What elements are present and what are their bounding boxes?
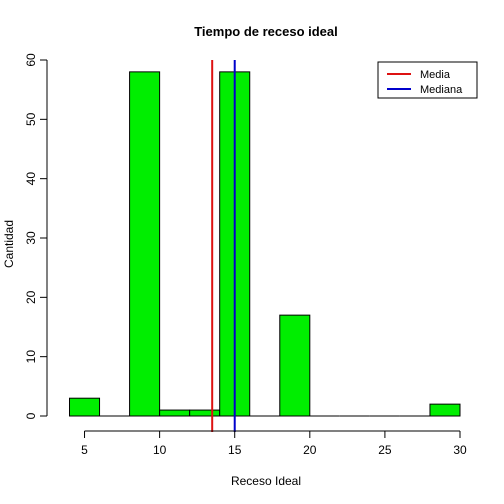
legend-label-media: Media <box>420 69 451 81</box>
x-tick-label: 5 <box>81 443 88 457</box>
y-tick-label: 10 <box>24 350 38 364</box>
legend: Media Mediana <box>377 61 478 99</box>
y-tick-label: 0 <box>24 412 38 419</box>
histogram-bar-2 <box>129 71 161 417</box>
histogram-bar-3 <box>159 409 191 417</box>
y-axis-label: Cantidad <box>2 220 16 268</box>
x-axis-label: Receso Ideal <box>231 474 301 488</box>
histogram-bar-0 <box>69 397 101 417</box>
histogram-bar-7 <box>279 314 311 417</box>
y-tick-label: 30 <box>24 231 38 245</box>
x-tick-label: 15 <box>228 443 242 457</box>
x-tick-label: 20 <box>303 443 317 457</box>
y-tick-label: 50 <box>24 112 38 126</box>
legend-box <box>377 61 478 99</box>
histogram-bar-12 <box>429 403 461 417</box>
bars-group <box>69 71 461 417</box>
x-axis: 5 10 15 20 25 30 <box>81 430 467 457</box>
chart-title: Tiempo de receso ideal <box>194 24 338 39</box>
y-tick-label: 40 <box>24 172 38 186</box>
y-tick-label: 20 <box>24 290 38 304</box>
legend-label-mediana: Mediana <box>420 84 463 96</box>
x-tick-label: 10 <box>153 443 167 457</box>
x-tick-label: 25 <box>378 443 392 457</box>
y-tick-label: 60 <box>24 53 38 67</box>
reference-lines-group <box>211 60 236 432</box>
x-tick-label: 30 <box>453 443 467 457</box>
histogram-bar-4 <box>189 409 221 417</box>
y-axis: 0 10 20 30 40 50 60 <box>24 53 48 419</box>
